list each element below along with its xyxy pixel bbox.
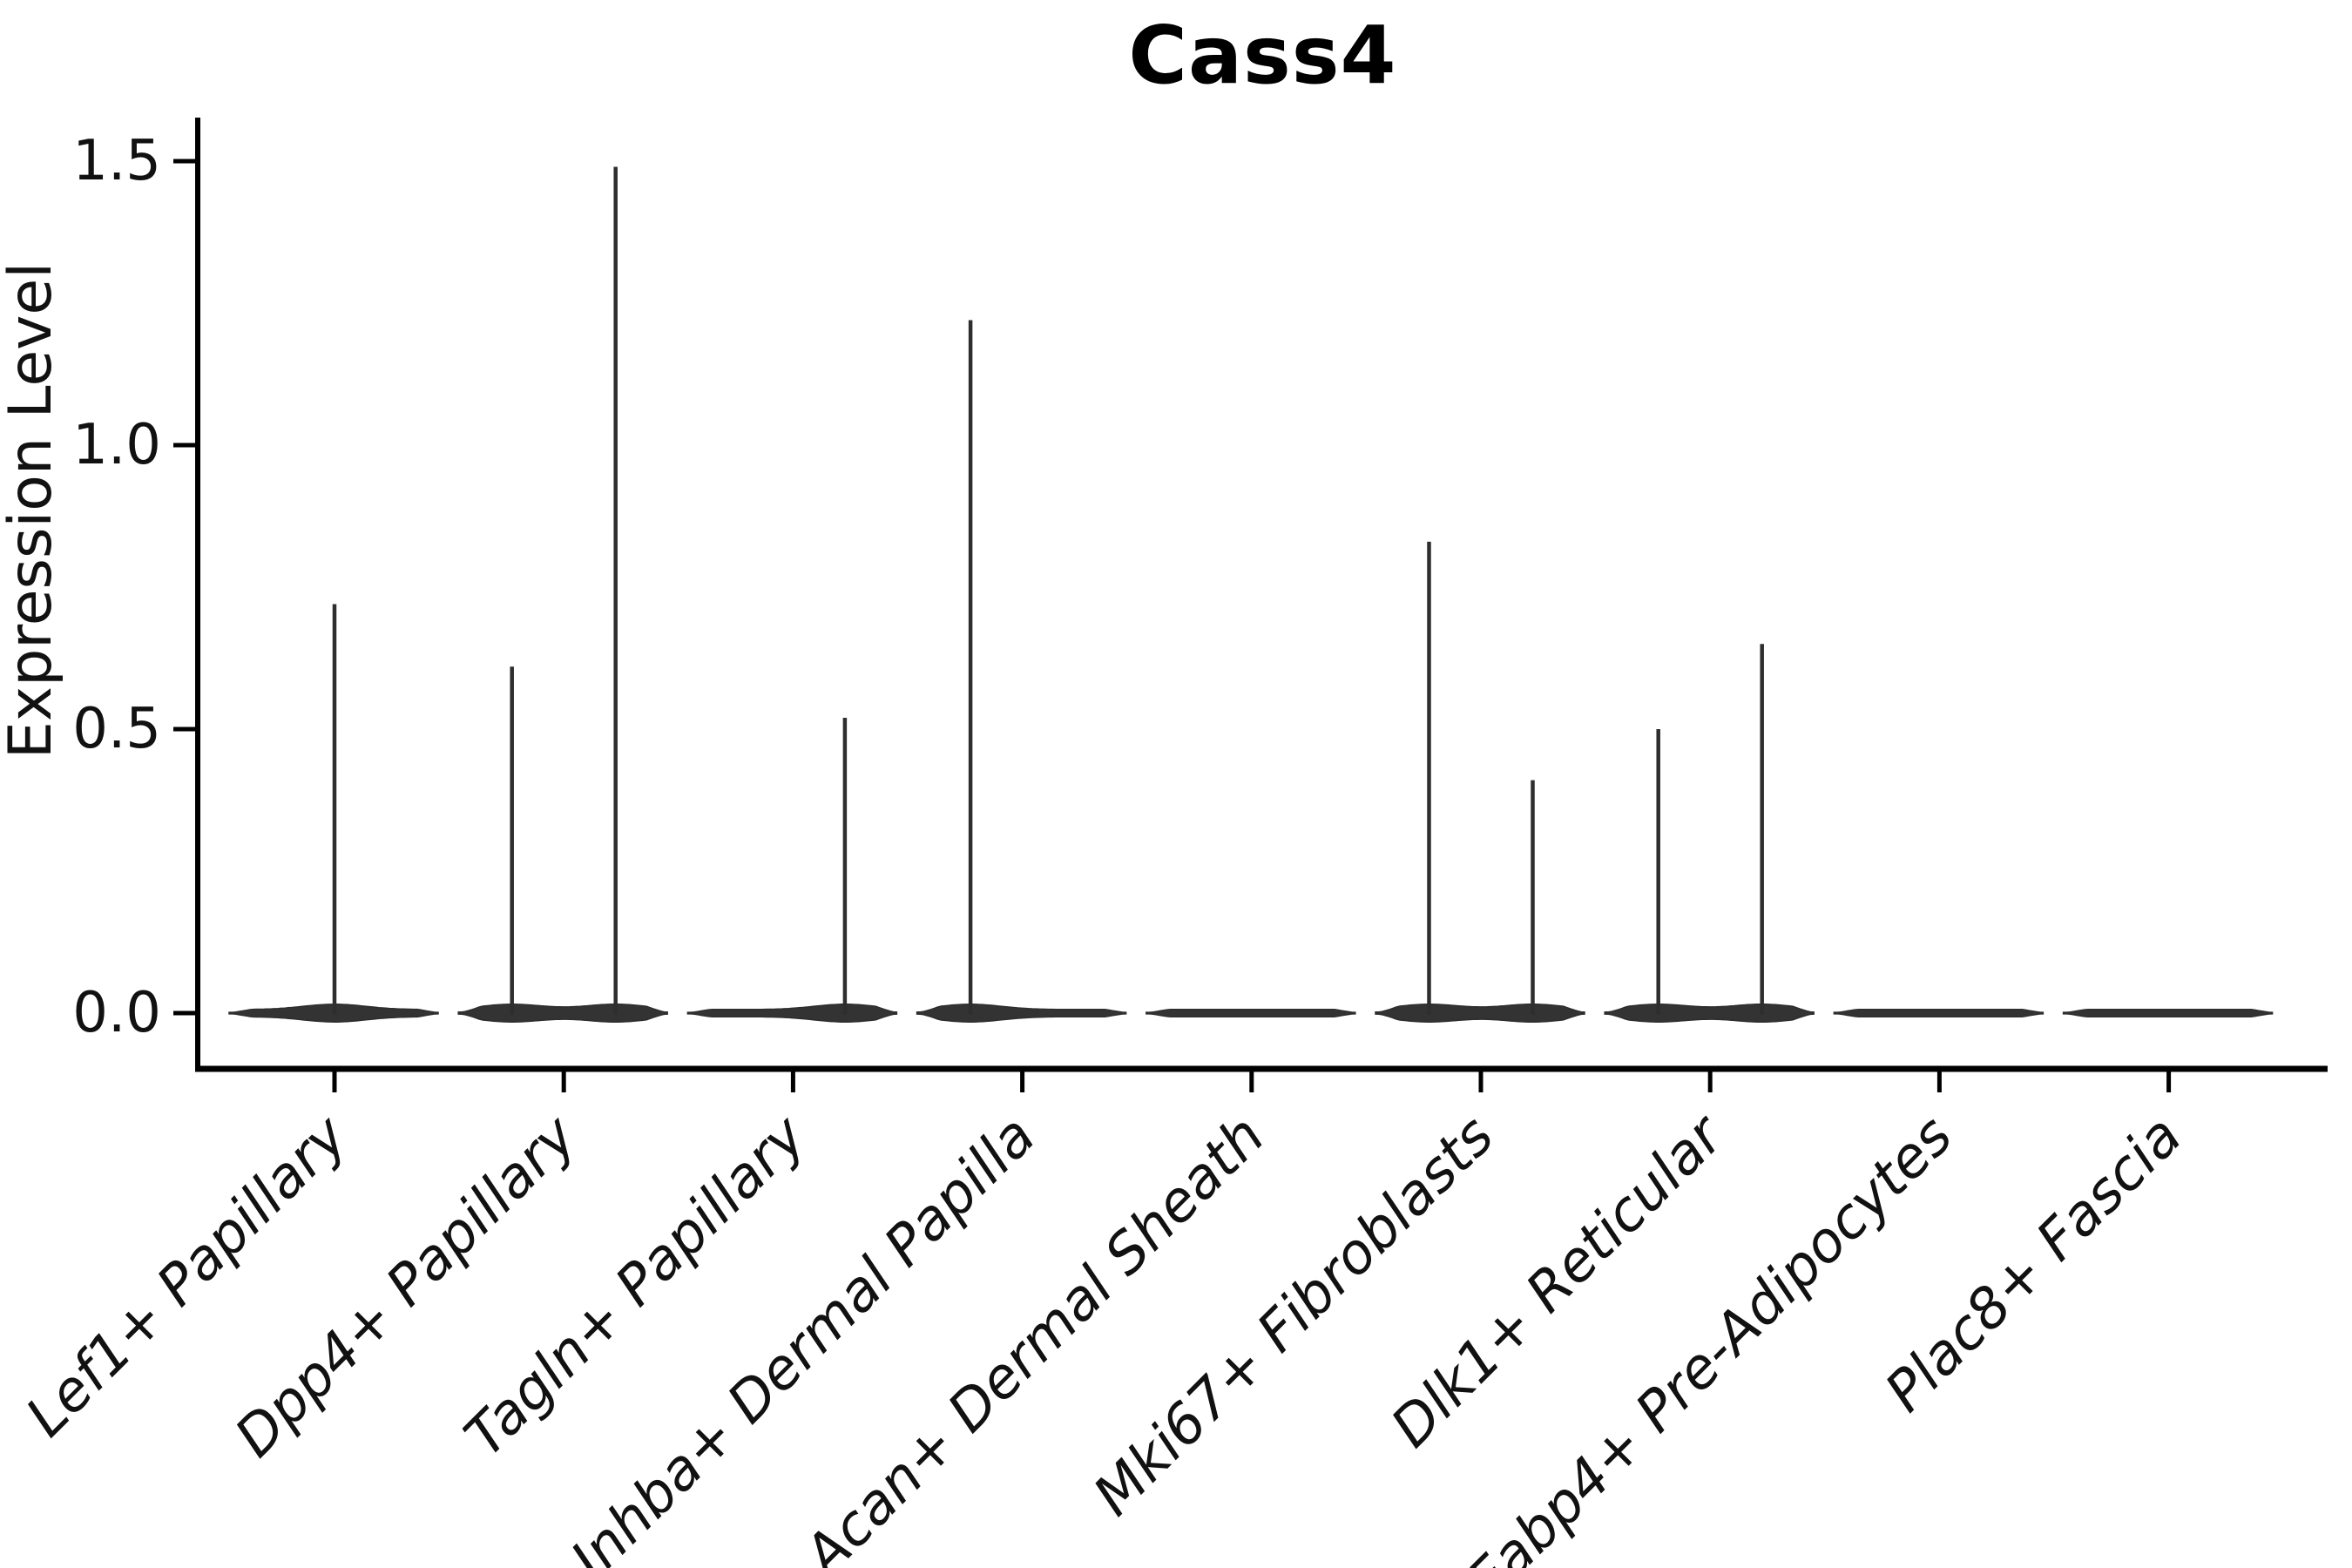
x-category-label: Acan+ Dermal Sheath <box>790 1104 1277 1568</box>
violin-zero-density <box>686 1004 898 1023</box>
y-tick-label: 1.5 <box>72 129 161 193</box>
violin-zero-density <box>2062 1009 2274 1017</box>
y-tick-label: 0.5 <box>72 697 161 761</box>
y-axis-title: Expression Level <box>0 262 65 759</box>
chart-title: Cass4 <box>1128 9 1397 102</box>
y-tick-label: 1.0 <box>72 413 161 477</box>
violin-zero-density <box>1833 1009 2044 1017</box>
violin-zero-density <box>1375 1004 1585 1023</box>
x-category-label: Inhba+ Dermal Papilla <box>559 1104 1048 1568</box>
violin-zero-density <box>457 1004 668 1023</box>
x-category-label: Mki67+ Fibroblasts <box>1082 1104 1507 1529</box>
violin-zero-density <box>916 1004 1127 1023</box>
violin-zero-density <box>1604 1004 1815 1023</box>
violin-zero-density <box>1146 1009 1356 1017</box>
y-tick-label: 0.0 <box>72 981 161 1045</box>
